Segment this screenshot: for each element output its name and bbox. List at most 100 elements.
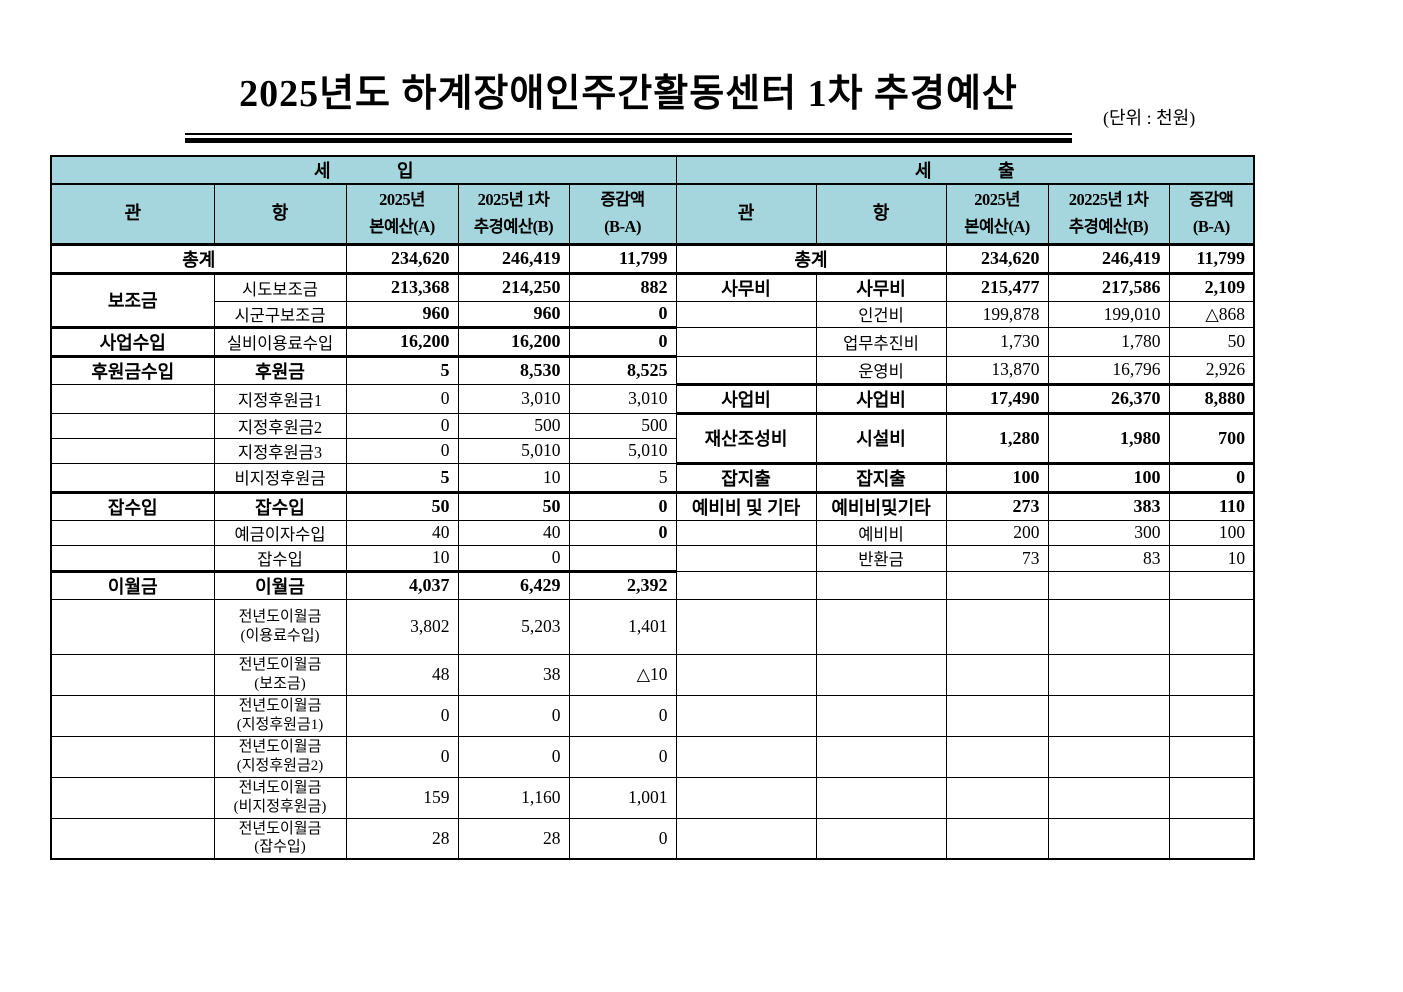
left-value-cell: 0	[457, 544, 570, 572]
left-value-cell: 5	[568, 462, 677, 493]
right-gwan-cell	[675, 355, 817, 385]
right-hang-cell: 운영비	[815, 355, 947, 385]
left-value-cell: 234,620	[345, 242, 459, 274]
left-gwan-cell	[50, 383, 215, 414]
right-value-cell: 2,926	[1168, 355, 1255, 385]
left-value-cell: 6,429	[457, 569, 570, 600]
right-gwan-cell	[675, 326, 817, 357]
right-gwan-cell	[675, 300, 817, 328]
right-value-cell	[945, 776, 1049, 819]
left-gwan-cell: 잡수입	[50, 490, 215, 521]
right-value-cell	[1168, 570, 1255, 600]
left-hang-cell: 지정후원금3	[213, 437, 347, 464]
expense-col-budget-b: 20225년 1차 추경예산(B)	[1047, 183, 1170, 245]
right-hang-cell: 잡지출	[815, 461, 947, 493]
right-gwan-cell	[675, 544, 817, 572]
right-value-cell	[945, 570, 1049, 600]
left-total-cell: 총계	[50, 242, 347, 274]
left-value-cell: 1,001	[568, 776, 677, 819]
left-value-cell: 8,530	[457, 354, 570, 385]
right-value-cell: 1,730	[945, 326, 1049, 357]
right-hang-cell: 예비비	[815, 519, 947, 546]
left-value-cell: 16,200	[457, 325, 570, 357]
right-hang-cell: 반환금	[815, 544, 947, 572]
right-gwan-cell	[675, 653, 817, 696]
budget-table: 세 입 세 출 관 항 2025년 본예산(A) 2025년 1차 추경예산(B…	[50, 155, 1256, 860]
right-value-cell: 300	[1047, 519, 1170, 546]
left-gwan-cell	[50, 598, 215, 655]
left-value-cell: 5,010	[457, 437, 570, 464]
right-hang-cell: 사업비	[815, 382, 947, 414]
right-value-cell	[1168, 735, 1255, 778]
right-value-cell	[1047, 817, 1170, 860]
right-total-cell: 총계	[675, 242, 947, 274]
left-hang-cell: 지정후원금2	[213, 412, 347, 439]
expense-section-header: 세 출	[675, 155, 1255, 185]
right-gwan-cell	[675, 598, 817, 655]
right-value-cell	[1168, 653, 1255, 696]
left-gwan-cell: 이월금	[50, 569, 215, 600]
left-gwan-cell: 후원금수입	[50, 354, 215, 385]
left-hang-cell: 잡수입	[213, 544, 347, 572]
right-hang-cell	[815, 817, 947, 860]
right-value-cell: 217,586	[1047, 271, 1170, 302]
left-gwan-cell	[50, 653, 215, 696]
left-value-cell: 0	[345, 437, 459, 464]
right-value-cell	[945, 694, 1049, 737]
right-value-cell: 215,477	[945, 271, 1049, 302]
left-hang-cell: 잡수입	[213, 490, 347, 521]
left-value-cell: 0	[457, 735, 570, 778]
right-gwan-cell: 재산조성비	[675, 411, 817, 464]
right-value-cell	[1047, 776, 1170, 819]
left-hang-cell: 후원금	[213, 354, 347, 385]
right-hang-cell: 예비비및기타	[815, 490, 947, 521]
left-value-cell: 0	[457, 694, 570, 737]
income-col-gwan: 관	[50, 183, 215, 245]
left-gwan-cell: 보조금	[50, 271, 215, 328]
right-value-cell: 383	[1047, 490, 1170, 521]
right-gwan-cell: 예비비 및 기타	[675, 490, 817, 521]
left-gwan-cell: 사업수입	[50, 325, 215, 357]
right-hang-cell: 시설비	[815, 411, 947, 464]
left-value-cell: 4,037	[345, 569, 459, 600]
right-value-cell: 50	[1168, 326, 1255, 357]
left-value-cell: 0	[345, 412, 459, 439]
left-value-cell: 159	[345, 776, 459, 819]
left-gwan-cell	[50, 776, 215, 819]
right-hang-cell	[815, 598, 947, 655]
left-value-cell: 3,010	[568, 383, 677, 414]
left-value-cell: 10	[345, 544, 459, 572]
unit-label: (단위 : 천원)	[1103, 108, 1196, 128]
income-col-budget-a: 2025년 본예산(A)	[345, 183, 459, 245]
left-hang-cell: 전년도이월금 (잡수입)	[213, 817, 347, 860]
right-value-cell: 8,880	[1168, 382, 1255, 414]
left-value-cell: 50	[457, 490, 570, 521]
right-value-cell: 1,280	[945, 411, 1049, 464]
title-underline-thick	[185, 138, 1072, 143]
left-value-cell: 40	[345, 519, 459, 546]
left-value-cell: 16,200	[345, 325, 459, 357]
right-value-cell: 73	[945, 544, 1049, 572]
left-value-cell: 0	[568, 817, 677, 860]
left-value-cell: 0	[345, 735, 459, 778]
right-value-cell: 100	[1047, 461, 1170, 493]
left-value-cell: 500	[457, 412, 570, 439]
expense-col-gwan: 관	[675, 183, 817, 245]
left-value-cell: 5	[345, 462, 459, 493]
left-value-cell	[568, 544, 677, 572]
right-value-cell: 199,878	[945, 300, 1049, 328]
right-value-cell	[1047, 598, 1170, 655]
right-value-cell	[1047, 694, 1170, 737]
right-value-cell	[945, 735, 1049, 778]
left-value-cell: 0	[568, 325, 677, 357]
left-value-cell: 882	[568, 271, 677, 302]
left-value-cell: 3,802	[345, 598, 459, 655]
left-hang-cell: 시도보조금	[213, 271, 347, 302]
right-value-cell	[1168, 776, 1255, 819]
right-value-cell: 13,870	[945, 355, 1049, 385]
left-value-cell: 0	[568, 735, 677, 778]
left-value-cell: 5	[345, 354, 459, 385]
right-value-cell: 26,370	[1047, 382, 1170, 414]
left-hang-cell: 이월금	[213, 569, 347, 600]
income-col-budget-b: 2025년 1차 추경예산(B)	[457, 183, 570, 245]
